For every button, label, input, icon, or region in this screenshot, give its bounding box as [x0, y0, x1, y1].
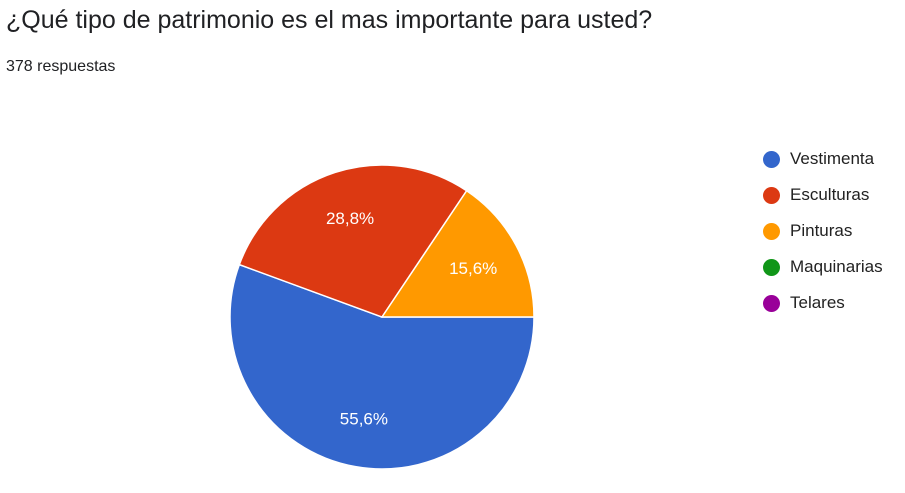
pie-label-esculturas: 28,8% — [326, 209, 374, 228]
response-count: 378 respuestas — [6, 58, 116, 75]
legend-item-maquinarias: Maquinarias — [763, 249, 883, 285]
pie-slice-vestimenta — [229, 263, 535, 470]
pie-label-vestimenta: 55,6% — [340, 409, 388, 428]
legend-swatch — [763, 258, 780, 276]
legend-item-telares: Telares — [763, 285, 883, 321]
chart-legend: Vestimenta Esculturas Pinturas Maquinarias T… — [763, 141, 883, 321]
legend-label: Telares — [790, 293, 845, 312]
pie-label-pinturas: 15,6% — [449, 259, 497, 278]
chart-title: ¿Qué tipo de patrimonio es el mas import… — [6, 6, 653, 34]
pie-chart: 55,6% 28,8% 15,6% — [229, 164, 535, 470]
legend-label: Maquinarias — [790, 257, 883, 276]
pie-slice-pinturas — [380, 189, 535, 318]
legend-swatch — [763, 150, 780, 168]
legend-label: Pinturas — [790, 221, 853, 240]
legend-item-esculturas: Esculturas — [763, 177, 883, 213]
legend-swatch — [763, 294, 780, 312]
legend-swatch — [763, 186, 780, 204]
legend-item-vestimenta: Vestimenta — [763, 141, 883, 177]
legend-label: Esculturas — [790, 185, 870, 204]
legend-swatch — [763, 222, 780, 240]
legend-label: Vestimenta — [790, 149, 875, 168]
legend-item-pinturas: Pinturas — [763, 213, 883, 249]
pie-slice-esculturas — [238, 164, 468, 318]
